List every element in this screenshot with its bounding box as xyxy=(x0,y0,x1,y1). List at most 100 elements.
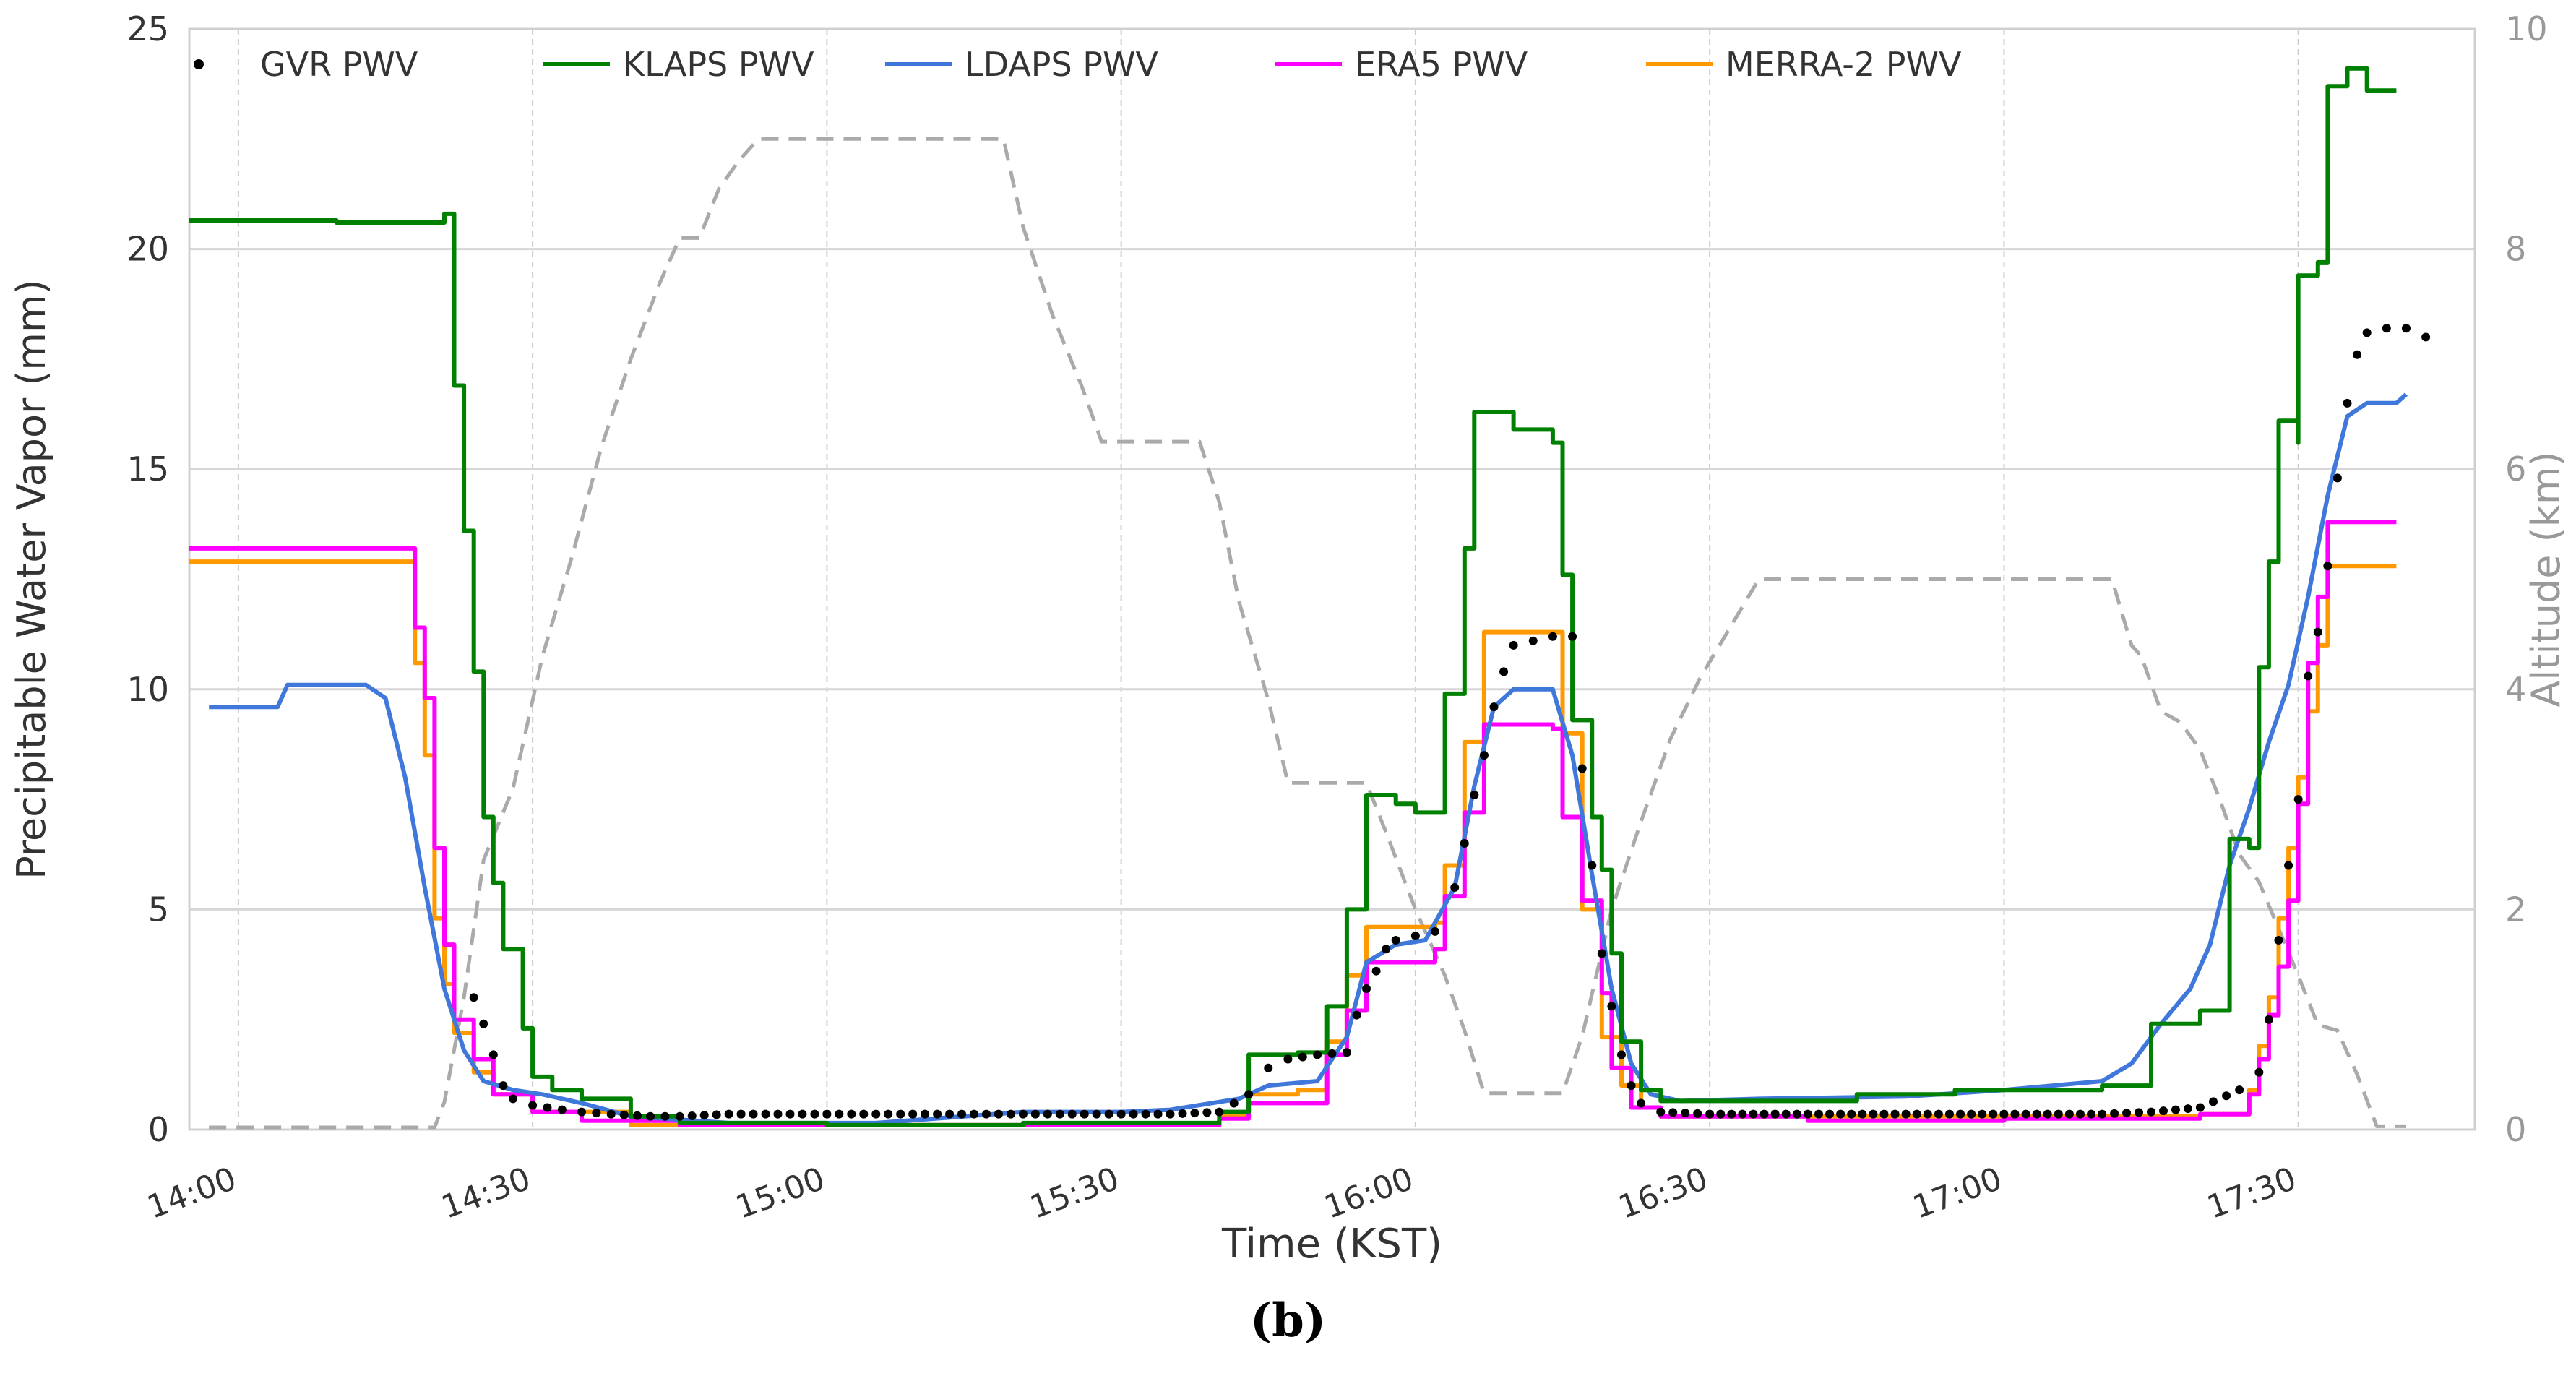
y-tick-label: 15 xyxy=(126,450,169,489)
y-tick-label: 20 xyxy=(126,230,169,269)
x-axis-ticks: 14:00 14:30 15:00 15:30 16:00 16:30 17:00 17:30 xyxy=(142,1160,2301,1226)
plot-frame xyxy=(188,27,2476,1131)
y-tick-label: 0 xyxy=(148,1110,169,1149)
legend-swatch xyxy=(194,59,204,69)
legend-label: KLAPS PWV xyxy=(623,45,814,84)
gvr-point xyxy=(528,1101,538,1110)
gvr-point xyxy=(1450,882,1460,892)
gvr-point xyxy=(1141,1109,1150,1119)
gvr-point xyxy=(2421,332,2431,342)
gvr-point xyxy=(687,1111,697,1120)
gvr-point xyxy=(1814,1109,1823,1119)
gvr-point xyxy=(2043,1109,2052,1119)
gvr-point xyxy=(1978,1109,1987,1119)
gvr-point xyxy=(981,1109,991,1119)
x-tick-label: 15:00 xyxy=(731,1160,830,1226)
y2-tick-label: 10 xyxy=(2505,9,2548,48)
gvr-point xyxy=(1018,1109,1028,1119)
gvr-point xyxy=(543,1103,552,1112)
gvr-point xyxy=(1616,1050,1626,1059)
y2-tick-label: 2 xyxy=(2505,890,2526,929)
gvr-point xyxy=(1460,839,1469,848)
gvr-point xyxy=(1792,1109,1801,1119)
panel-label: (b) xyxy=(1249,1294,1327,1348)
gvr-point xyxy=(557,1105,567,1114)
gvr-pwv-series xyxy=(469,324,2431,1121)
gvr-point xyxy=(810,1109,819,1119)
gvr-point xyxy=(479,1019,488,1028)
legend-item-gvr-pwv: GVR PWV xyxy=(194,45,418,84)
gvr-point xyxy=(2332,473,2342,483)
plot-border xyxy=(188,27,2476,1131)
gvr-point xyxy=(1006,1109,1015,1119)
legend: GVR PWV KLAPS PWV LDAPS PWV ERA5 PWV MERRA-2… xyxy=(194,45,1962,84)
gvr-point xyxy=(699,1111,709,1120)
gvr-point xyxy=(2235,1085,2244,1095)
gvr-point xyxy=(773,1109,783,1119)
gvr-point xyxy=(835,1109,844,1119)
gvr-point xyxy=(2208,1097,2218,1106)
legend-item-era5-pwv: ERA5 PWV xyxy=(1275,45,1528,84)
right-axis-label: Altitude (km) xyxy=(2523,451,2569,707)
gvr-point xyxy=(1178,1109,1187,1118)
gvr-point xyxy=(2110,1109,2119,1118)
gvr-point xyxy=(1283,1054,1293,1064)
gvr-point xyxy=(970,1109,979,1119)
gvr-point xyxy=(1944,1109,1954,1119)
gvr-point xyxy=(1825,1109,1835,1119)
gvr-point xyxy=(2054,1109,2063,1119)
y-tick-label: 5 xyxy=(148,890,169,929)
gvr-point xyxy=(1431,926,1440,936)
gvr-point xyxy=(1229,1098,1239,1108)
gvr-point xyxy=(1890,1109,1900,1119)
legend-item-ldaps-pwv: LDAPS PWV xyxy=(885,45,1158,84)
y2-tick-label: 4 xyxy=(2505,670,2526,709)
x-tick-label: 17:30 xyxy=(2202,1160,2301,1226)
gvr-point xyxy=(724,1109,733,1119)
gvr-point xyxy=(957,1109,967,1119)
x-tick-label: 14:30 xyxy=(436,1160,535,1226)
gvr-point xyxy=(1627,1081,1636,1091)
left-axis-ticks: 0 5 10 15 20 25 xyxy=(126,9,169,1149)
gvr-point xyxy=(1499,667,1509,676)
legend-item-klaps-pwv: KLAPS PWV xyxy=(543,45,814,84)
x-tick-label: 17:00 xyxy=(1908,1160,2007,1226)
gvr-point xyxy=(1693,1109,1702,1118)
gvr-point xyxy=(1080,1109,1089,1119)
gvr-point xyxy=(619,1110,629,1119)
y-tick-label: 10 xyxy=(126,670,169,709)
gvr-point xyxy=(1705,1109,1715,1119)
gvr-point xyxy=(749,1109,758,1119)
gvr-point xyxy=(1588,861,1597,870)
right-axis-ticks: 0 2 4 6 8 10 xyxy=(2505,9,2548,1149)
gvr-point xyxy=(908,1109,918,1119)
gvr-point xyxy=(2222,1091,2231,1101)
gvr-point xyxy=(1190,1109,1199,1118)
gvr-point xyxy=(1803,1109,1812,1119)
gvr-point xyxy=(1912,1109,1921,1119)
gvr-point xyxy=(761,1109,770,1119)
legend-item-merra-2-pwv: MERRA-2 PWV xyxy=(1646,45,1962,84)
gvr-point xyxy=(2254,1067,2264,1077)
gvr-point xyxy=(2353,350,2362,359)
gvr-point xyxy=(1577,764,1587,773)
gvr-point xyxy=(1999,1109,2009,1119)
gvr-point xyxy=(2135,1108,2144,1117)
gvr-point xyxy=(2010,1109,2020,1119)
gvr-point xyxy=(1362,984,1371,994)
gvr-point xyxy=(2293,795,2303,804)
gvr-point xyxy=(1479,751,1489,760)
gvr-point xyxy=(871,1109,881,1119)
gvr-point xyxy=(1382,945,1391,954)
gvr-point xyxy=(508,1094,517,1104)
gvr-point xyxy=(2195,1103,2205,1112)
gvr-point xyxy=(1528,636,1538,645)
gvr-point xyxy=(1770,1109,1780,1119)
gvr-point xyxy=(1489,702,1499,712)
gvr-point xyxy=(1781,1109,1791,1119)
gvr-point xyxy=(847,1109,856,1119)
gvr-point xyxy=(933,1109,942,1119)
legend-label: GVR PWV xyxy=(260,45,418,84)
gvr-point xyxy=(1352,1010,1361,1020)
